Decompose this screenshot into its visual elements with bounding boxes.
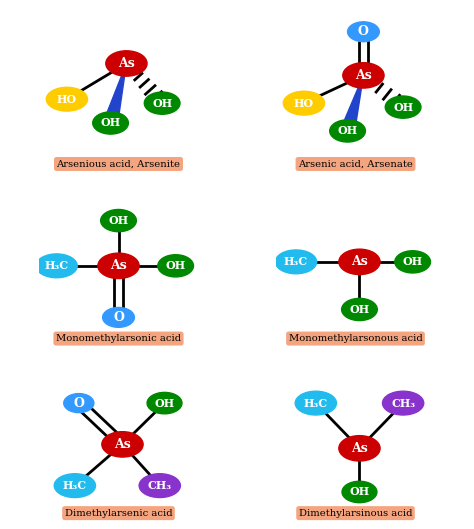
Polygon shape <box>341 76 364 133</box>
Text: OH: OH <box>337 125 357 136</box>
Ellipse shape <box>106 51 147 76</box>
Text: H₃C: H₃C <box>304 398 328 408</box>
Ellipse shape <box>347 22 379 42</box>
Ellipse shape <box>283 92 325 115</box>
Text: O: O <box>358 25 369 38</box>
Ellipse shape <box>383 391 424 415</box>
Text: Arsenious acid, Arsenite: Arsenious acid, Arsenite <box>56 159 181 169</box>
Text: OH: OH <box>349 304 370 315</box>
Text: Arsenic acid, Arsenate: Arsenic acid, Arsenate <box>298 159 413 169</box>
Text: As: As <box>351 256 368 268</box>
Ellipse shape <box>64 394 94 413</box>
Text: OH: OH <box>349 487 370 497</box>
Text: OH: OH <box>155 398 174 408</box>
Text: H₃C: H₃C <box>63 480 87 491</box>
Text: As: As <box>114 438 131 451</box>
Text: OH: OH <box>393 102 413 113</box>
Ellipse shape <box>102 432 143 457</box>
Ellipse shape <box>158 255 193 277</box>
Polygon shape <box>104 63 127 125</box>
Ellipse shape <box>395 251 430 273</box>
Text: As: As <box>118 57 135 70</box>
Text: Dimethylarsinous acid: Dimethylarsinous acid <box>299 508 412 518</box>
Ellipse shape <box>339 249 380 275</box>
Text: Dimethylarsenic acid: Dimethylarsenic acid <box>64 508 173 518</box>
Ellipse shape <box>275 250 317 273</box>
Ellipse shape <box>36 254 77 278</box>
Ellipse shape <box>98 253 139 278</box>
Ellipse shape <box>342 298 377 321</box>
Text: HO: HO <box>294 98 314 108</box>
Ellipse shape <box>339 436 380 461</box>
Ellipse shape <box>46 87 88 111</box>
Text: CH₃: CH₃ <box>148 480 172 491</box>
Ellipse shape <box>342 481 377 503</box>
Text: As: As <box>355 69 372 82</box>
Text: OH: OH <box>109 215 128 226</box>
Ellipse shape <box>343 63 384 88</box>
Ellipse shape <box>54 474 95 497</box>
Text: O: O <box>73 397 84 409</box>
Text: H₃C: H₃C <box>45 260 69 271</box>
Text: Monomethylarsonous acid: Monomethylarsonous acid <box>289 334 422 343</box>
Ellipse shape <box>144 92 180 114</box>
Ellipse shape <box>147 393 182 414</box>
Text: HO: HO <box>57 94 77 105</box>
Ellipse shape <box>330 120 365 142</box>
Text: Monomethylarsonic acid: Monomethylarsonic acid <box>56 334 181 343</box>
Text: OH: OH <box>165 260 186 271</box>
Text: OH: OH <box>100 117 120 129</box>
Text: OH: OH <box>152 98 172 108</box>
Ellipse shape <box>385 96 421 118</box>
Text: As: As <box>351 442 368 455</box>
Text: O: O <box>113 311 124 324</box>
Ellipse shape <box>139 474 181 497</box>
Ellipse shape <box>93 112 128 134</box>
Ellipse shape <box>295 391 337 415</box>
Text: As: As <box>110 259 127 272</box>
Ellipse shape <box>100 209 137 232</box>
Text: H₃C: H₃C <box>284 257 308 267</box>
Text: CH₃: CH₃ <box>391 398 415 408</box>
Ellipse shape <box>103 307 134 327</box>
Text: OH: OH <box>402 257 423 267</box>
